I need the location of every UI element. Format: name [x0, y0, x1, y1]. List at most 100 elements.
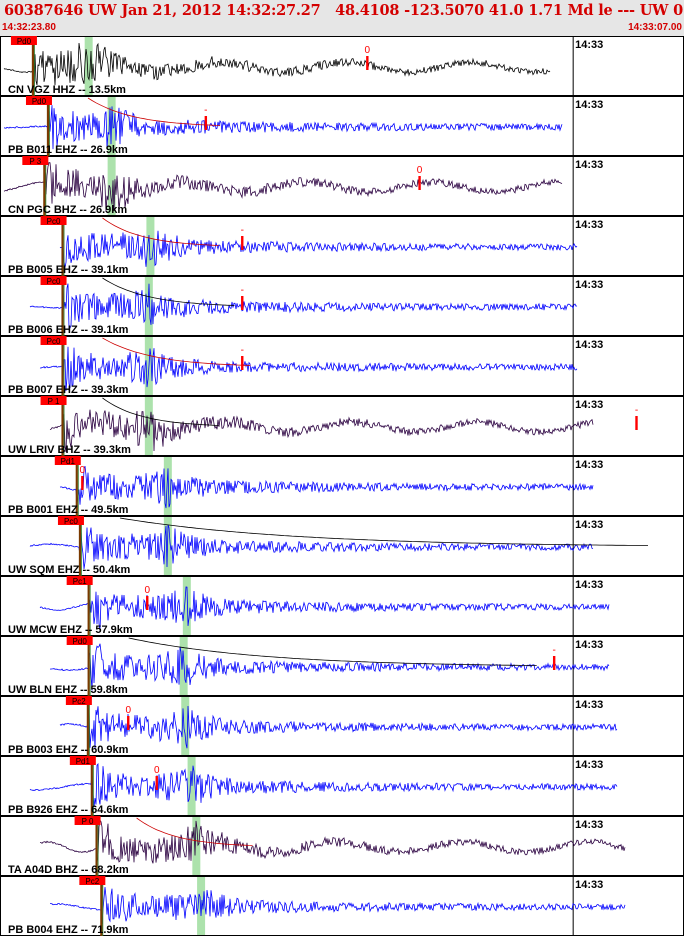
station-label: UW SQM EHZ -- 50.4km	[8, 564, 130, 576]
window-end-time: 14:33:07.00	[628, 22, 682, 33]
event-title: 60387646 UW Jan 21, 2012 14:32:27.27 48.…	[4, 2, 684, 19]
pick-flag-label: Pc0	[47, 337, 61, 346]
coda-curve	[119, 517, 648, 546]
trace-row: 14:33 Pd1 0 PB B001 EHZ -- 49.5km	[0, 456, 684, 516]
coda-curve	[102, 217, 219, 246]
trace-row: 14:33 Pc0 - PB B005 EHZ -- 39.1km	[0, 216, 684, 276]
coda-curve	[128, 637, 537, 666]
amplitude-marker	[81, 476, 84, 490]
trace-row: 14:33 Pc0 - PB B006 EHZ -- 39.1km	[0, 276, 684, 336]
trace-row: 14:33 Pd0 - UW BLN EHZ -- 59.8km	[0, 636, 684, 696]
minute-tick-label: 14:33	[575, 159, 603, 171]
coda-curve	[102, 277, 235, 306]
s-window-band	[107, 157, 116, 215]
pick-flag-label: Pd1	[61, 457, 76, 466]
s-window-band	[146, 217, 155, 275]
waveform	[39, 586, 610, 631]
s-window-band	[182, 577, 191, 635]
waveform	[50, 887, 626, 924]
station-label: UW BLN EHZ -- 59.8km	[8, 684, 128, 696]
trace-row: 14:33 P 3 0 CN PGC BHZ -- 26.9km	[0, 156, 684, 216]
amplitude-marker-label: -	[241, 285, 244, 296]
pick-flag-label: Pc1	[73, 577, 87, 586]
minute-tick-label: 14:33	[575, 819, 603, 831]
minute-tick-label: 14:33	[575, 639, 603, 651]
amplitude-marker-label: -	[552, 645, 555, 656]
s-window-band	[179, 637, 188, 695]
pick-flag	[25, 96, 52, 105]
waveform	[59, 705, 618, 749]
pick-flag	[40, 276, 67, 285]
amplitude-marker-label: 0	[365, 45, 371, 56]
waveform	[39, 346, 578, 391]
trace-row: 14:33 Pc2 PB B004 EHZ -- 71.9km	[0, 876, 684, 936]
station-label: PB B003 EHZ -- 60.9km	[8, 744, 129, 756]
amplitude-marker-label: 0	[417, 165, 423, 176]
station-label: CN VGZ HHZ -- 13.5km	[8, 84, 126, 96]
trace-row: 14:33 Pc2 0 PB B003 EHZ -- 60.9km	[0, 696, 684, 756]
station-label: PB B005 EHZ -- 39.1km	[8, 264, 129, 276]
trace-row: 14:33 Pc0 - PB B007 EHZ -- 39.3km	[0, 336, 684, 396]
minute-tick-label: 14:33	[575, 459, 603, 471]
minute-tick-label: 14:33	[575, 879, 603, 891]
amplitude-marker-label: -	[635, 405, 638, 416]
waveform	[3, 162, 563, 213]
trace-row: 14:33 Pd1 0 PB B926 EHZ -- 64.6km	[0, 756, 684, 816]
coda-curve	[87, 97, 221, 126]
pick-flag-label: Pc2	[72, 697, 86, 706]
s-window-band	[187, 757, 196, 815]
amplitude-marker	[241, 356, 244, 370]
amplitude-marker-label: 0	[125, 705, 131, 716]
waveform	[29, 524, 594, 570]
s-window-band	[181, 697, 190, 755]
station-label: PB B001 EHZ -- 49.5km	[8, 504, 129, 516]
pick-flag-label: Pc2	[85, 877, 99, 886]
minute-tick-label: 14:33	[575, 99, 603, 111]
waveform	[39, 819, 626, 864]
station-label: UW MCW EHZ -- 57.9km	[8, 624, 133, 636]
pick-flag	[54, 456, 81, 465]
seismogram-panel: 14:33 Pd0 0 CN VGZ HHZ -- 13.5km 14:33 Pd0 - PB…	[0, 36, 684, 936]
pick-flag-label: Pc0	[47, 277, 61, 286]
pick-flag-label: P 3	[29, 157, 41, 166]
minute-tick-label: 14:33	[575, 339, 603, 351]
minute-tick-label: 14:33	[575, 279, 603, 291]
pick-flag	[10, 36, 37, 45]
trace-row: 14:33 Pd0 0 CN VGZ HHZ -- 13.5km	[0, 36, 684, 96]
station-label: PB B007 EHZ -- 39.3km	[8, 384, 129, 396]
amplitude-marker	[635, 416, 638, 430]
waveform	[59, 465, 594, 509]
pick-flag	[66, 576, 93, 585]
minute-tick-label: 14:33	[575, 219, 603, 231]
s-window-band	[192, 817, 201, 875]
pick-flag	[57, 516, 84, 525]
pick-flag-label: Pc0	[64, 517, 78, 526]
pick-flag	[22, 156, 49, 165]
waveform	[29, 763, 618, 808]
amplitude-marker-label: -	[241, 345, 244, 356]
s-window-band	[197, 877, 206, 935]
pick-flag	[40, 216, 67, 225]
pick-flag	[40, 336, 67, 345]
minute-tick-label: 14:33	[575, 759, 603, 771]
waveform	[49, 643, 610, 691]
pick-flag-label: Pd0	[32, 97, 47, 106]
s-window-band	[144, 397, 153, 455]
waveform	[59, 230, 578, 268]
amplitude-marker	[418, 176, 421, 190]
waveform	[3, 42, 551, 93]
station-label: PB B006 EHZ -- 39.1km	[8, 324, 129, 336]
amplitude-marker-label: 0	[154, 765, 160, 776]
coda-curve	[136, 817, 253, 846]
s-window-band	[144, 277, 153, 335]
coda-curve	[102, 337, 251, 366]
amplitude-marker	[127, 716, 130, 730]
pick-flag-label: P 1	[48, 397, 60, 406]
pick-flag	[69, 756, 96, 765]
s-window-band	[84, 37, 93, 95]
station-label: PB B011 EHZ -- 26.9km	[8, 144, 128, 156]
trace-row: 14:33 Pd0 - PB B011 EHZ -- 26.9km	[0, 96, 684, 156]
pick-flag-label: P 0	[82, 817, 94, 826]
station-label: PB B004 EHZ -- 71.9km	[8, 924, 129, 936]
minute-tick-label: 14:33	[575, 39, 603, 51]
